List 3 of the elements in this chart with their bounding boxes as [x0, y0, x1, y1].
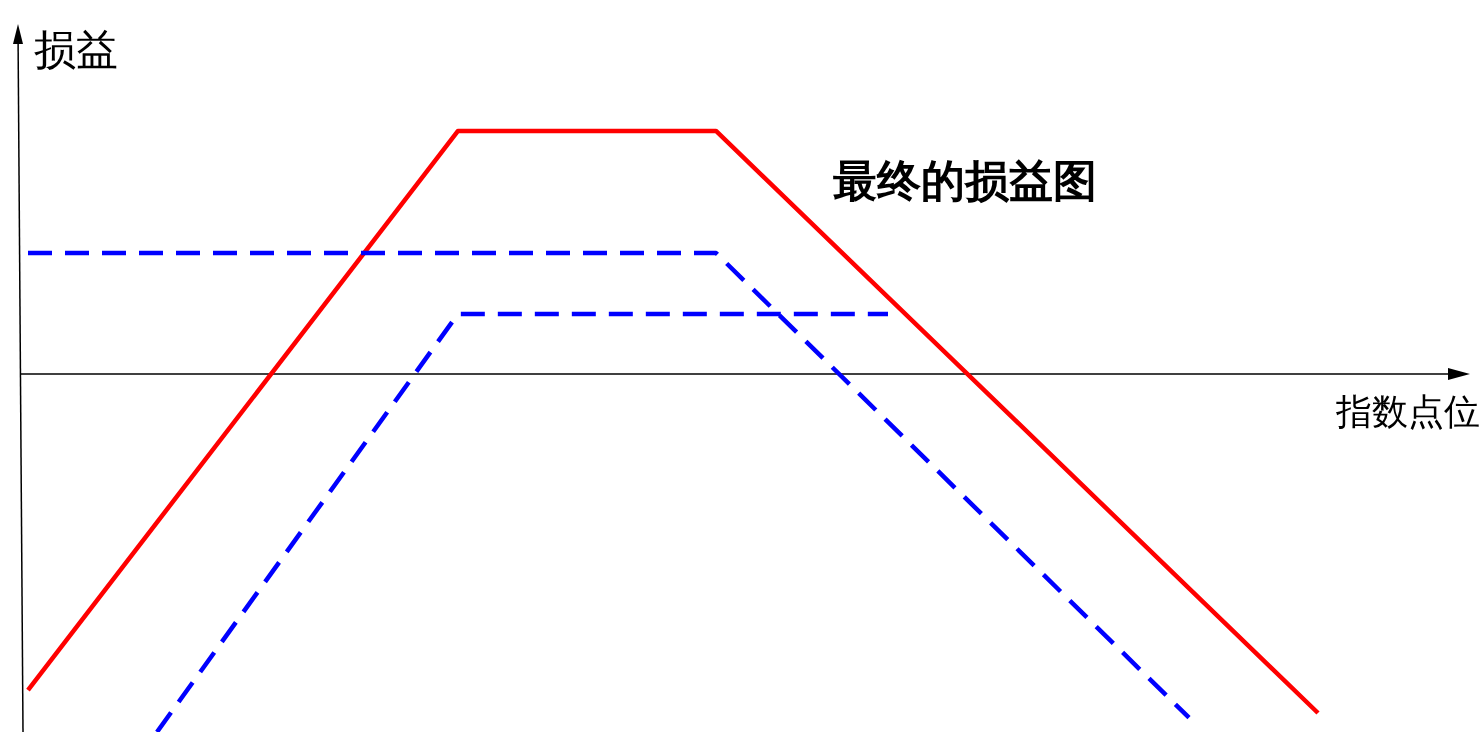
xlabel: 指数点位 [1336, 391, 1480, 432]
annotation: 最终的损益图 [833, 155, 1097, 206]
ylabel: 损益 [34, 25, 118, 74]
